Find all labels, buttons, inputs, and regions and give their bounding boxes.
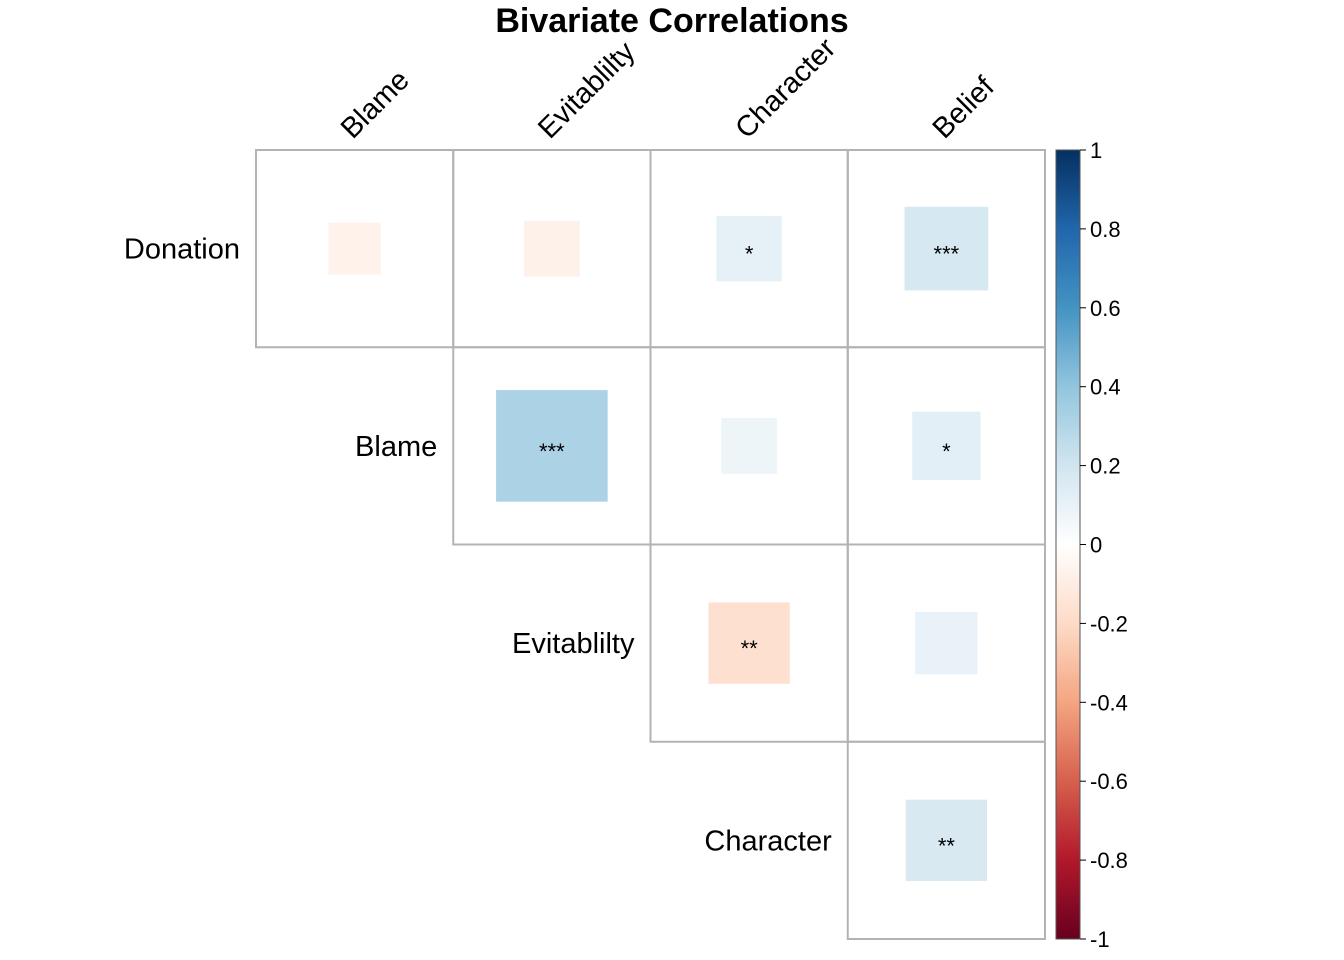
colorbar-tick-label: 0.6 — [1090, 296, 1121, 321]
correlation-square — [716, 215, 782, 282]
significance-label: ** — [741, 636, 759, 661]
row-label: Blame — [355, 431, 437, 463]
colorbar-tick-label: -0.6 — [1090, 769, 1128, 794]
correlation-square — [328, 222, 381, 275]
colorbar-tick-label: -0.4 — [1090, 690, 1128, 715]
colorbar: 1 0.8 0.6 0.4 0.2 0 -0.2 -0.4 -0.6 -0.8 -1 — [1055, 138, 1128, 952]
correlation-square — [912, 411, 981, 481]
column-label: Blame — [335, 64, 416, 145]
correlation-square — [905, 799, 988, 882]
colorbar-tick-label: -1 — [1090, 927, 1110, 952]
colorbar-tick-label: 0.4 — [1090, 375, 1121, 400]
chart-title: Bivariate Correlations — [495, 2, 848, 40]
cell-border — [846, 740, 1046, 940]
correlation-square — [523, 220, 580, 277]
colorbar-gradient — [1056, 150, 1080, 939]
colorbar-tick-label: 1 — [1090, 138, 1102, 163]
significance-label: *** — [934, 242, 960, 267]
row-labels: Donation Blame Evitablilty Character — [124, 234, 832, 858]
colorbar-tick-label: -0.8 — [1090, 848, 1128, 873]
column-labels: Blame Evitablilty Character Belief — [335, 32, 1001, 145]
correlation-square — [904, 206, 989, 291]
column-label: Character — [729, 32, 842, 145]
correlation-square — [708, 602, 790, 684]
correlation-square — [915, 611, 978, 675]
column-label: Evitablilty — [532, 35, 642, 145]
row-label: Evitablilty — [512, 628, 635, 660]
correlation-square — [721, 417, 778, 474]
correlation-square — [496, 390, 608, 502]
colorbar-tick-label: 0.2 — [1090, 454, 1121, 479]
significance-label: ** — [938, 833, 956, 858]
significance-label: *** — [539, 439, 565, 464]
cells-layer: * ****** ***** — [255, 149, 1046, 940]
colorbar-tick-label: -0.2 — [1090, 611, 1128, 636]
column-label: Belief — [927, 70, 1002, 145]
significance-label: * — [942, 439, 951, 464]
row-label: Donation — [124, 234, 240, 266]
colorbar-tick-label: 0.8 — [1090, 217, 1121, 242]
colorbar-tick-label: 0 — [1090, 533, 1102, 558]
row-label: Character — [704, 825, 832, 857]
significance-label: * — [745, 242, 754, 267]
